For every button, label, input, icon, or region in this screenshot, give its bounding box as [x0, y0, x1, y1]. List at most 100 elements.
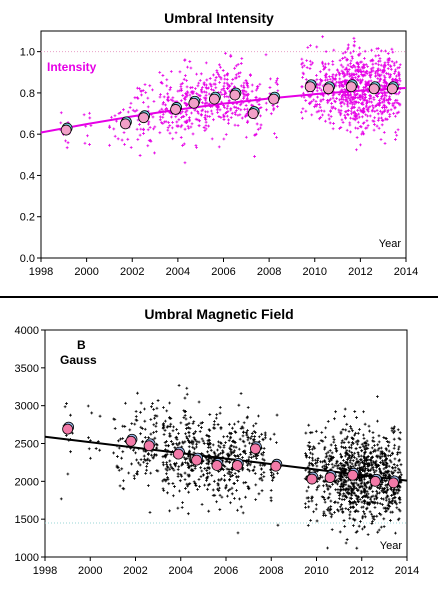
data-point	[338, 98, 341, 102]
data-point	[352, 36, 356, 40]
data-point	[251, 469, 255, 472]
fit-curve-group	[40, 87, 407, 134]
data-point	[382, 517, 386, 521]
data-point	[310, 113, 314, 117]
data-point	[356, 483, 360, 487]
data-point	[249, 436, 253, 440]
data-point	[388, 112, 392, 116]
data-point	[199, 426, 203, 429]
data-point	[150, 405, 153, 409]
data-point	[359, 79, 363, 83]
data-point	[209, 448, 213, 452]
data-point	[310, 496, 313, 500]
data-point	[248, 463, 252, 467]
data-point	[226, 104, 230, 108]
data-point	[231, 426, 234, 430]
data-point	[257, 414, 260, 418]
data-point	[190, 122, 194, 126]
data-point	[203, 83, 207, 87]
data-point	[322, 459, 326, 463]
data-point	[388, 458, 392, 462]
mean-marker	[304, 81, 316, 93]
data-point	[139, 458, 143, 462]
data-point	[161, 115, 165, 119]
data-point	[379, 97, 383, 101]
data-point	[244, 113, 248, 117]
data-point	[126, 137, 130, 141]
data-point	[133, 109, 137, 113]
data-point	[356, 120, 360, 124]
data-point	[259, 123, 263, 127]
data-point	[204, 120, 208, 124]
data-point	[171, 467, 175, 470]
data-point	[339, 452, 342, 456]
data-point	[368, 451, 372, 455]
data-point	[228, 453, 232, 457]
data-point	[394, 130, 398, 134]
data-point	[369, 497, 372, 501]
data-point	[165, 464, 169, 468]
data-point	[326, 78, 330, 82]
data-point	[365, 506, 369, 510]
data-point	[88, 111, 91, 115]
data-point	[194, 445, 198, 449]
data-point	[219, 90, 223, 94]
data-point	[351, 459, 355, 463]
data-point	[366, 467, 370, 471]
data-point	[120, 456, 124, 460]
data-point	[380, 84, 384, 88]
data-point	[365, 81, 369, 85]
data-point	[392, 427, 396, 431]
data-point	[349, 427, 353, 431]
data-point	[384, 506, 388, 510]
data-point	[153, 452, 157, 456]
data-point	[389, 108, 393, 112]
data-point	[340, 118, 344, 122]
data-point	[361, 103, 365, 106]
data-point	[173, 485, 176, 488]
data-point	[328, 449, 332, 452]
data-point	[316, 95, 319, 99]
data-point	[335, 68, 339, 72]
data-point	[259, 114, 262, 118]
data-point	[244, 452, 247, 455]
data-point	[336, 491, 340, 495]
data-point	[398, 431, 402, 435]
data-point	[176, 468, 180, 471]
data-point	[347, 429, 351, 433]
data-point	[254, 88, 258, 92]
data-point	[169, 98, 173, 102]
data-point	[367, 480, 371, 484]
data-point	[371, 465, 375, 469]
data-point	[276, 471, 280, 475]
data-point	[377, 91, 380, 95]
data-point	[337, 81, 341, 85]
data-point	[377, 528, 381, 532]
data-point	[139, 89, 143, 93]
data-point	[275, 135, 278, 139]
data-point	[234, 106, 238, 109]
mean-marker	[386, 83, 398, 95]
data-point	[329, 115, 333, 118]
data-point	[239, 108, 243, 112]
data-point	[117, 446, 121, 450]
data-point	[245, 107, 249, 111]
data-point	[304, 109, 308, 113]
data-point	[179, 136, 183, 139]
data-point	[171, 137, 175, 141]
data-point	[352, 486, 356, 490]
data-point	[379, 446, 383, 450]
data-point	[222, 118, 226, 121]
data-point	[220, 477, 224, 481]
data-point	[330, 462, 334, 466]
data-point	[250, 456, 253, 459]
data-point	[206, 483, 210, 487]
data-point	[185, 113, 188, 117]
data-point	[229, 53, 233, 57]
data-point	[191, 445, 195, 449]
data-point	[352, 110, 356, 114]
data-point	[246, 415, 249, 419]
data-point	[138, 133, 142, 137]
data-point	[341, 511, 345, 515]
data-point	[343, 55, 347, 59]
